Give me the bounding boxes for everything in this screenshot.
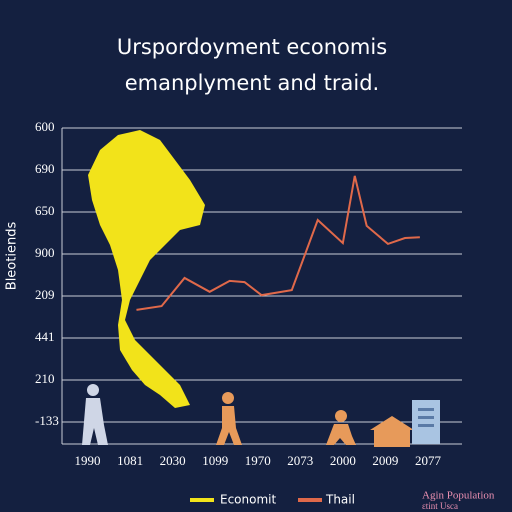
x-tick-label: 1970 bbox=[245, 453, 271, 468]
chart-title: Urspordoyment economis bbox=[117, 35, 387, 59]
x-tick-label: 1099 bbox=[202, 453, 228, 468]
x-tick-label: 2000 bbox=[330, 453, 356, 468]
y-tick-label: 690 bbox=[35, 161, 55, 176]
legend-swatch bbox=[298, 498, 322, 502]
y-tick-label: -133 bbox=[35, 413, 59, 428]
chart-title: emanplyment and traid. bbox=[125, 71, 380, 95]
y-tick-label: 210 bbox=[35, 371, 55, 386]
legend-swatch bbox=[190, 498, 214, 502]
y-tick-label: 600 bbox=[35, 119, 55, 134]
corner-note: ɛtint Usca bbox=[422, 501, 458, 511]
x-tick-label: 2009 bbox=[372, 453, 398, 468]
x-tick-label: 1990 bbox=[75, 453, 101, 468]
map-illustration bbox=[88, 130, 205, 408]
legend-label: Economit bbox=[220, 493, 276, 507]
legend-label: Thail bbox=[325, 493, 355, 507]
y-tick-label: 900 bbox=[35, 245, 55, 260]
map-shape bbox=[88, 130, 205, 408]
x-tick-label: 1081 bbox=[117, 453, 143, 468]
y-tick-label: 441 bbox=[35, 329, 55, 344]
x-tick-label: 2073 bbox=[287, 453, 313, 468]
y-tick-label: 209 bbox=[35, 287, 55, 302]
figures bbox=[82, 384, 440, 447]
data-line bbox=[136, 175, 420, 311]
x-tick-label: 2077 bbox=[415, 453, 442, 468]
x-tick-label: 2030 bbox=[160, 453, 186, 468]
y-tick-label: 650 bbox=[35, 203, 55, 218]
corner-note: Agin Population bbox=[422, 490, 495, 502]
y-axis-label: Bleotiends bbox=[5, 222, 20, 291]
